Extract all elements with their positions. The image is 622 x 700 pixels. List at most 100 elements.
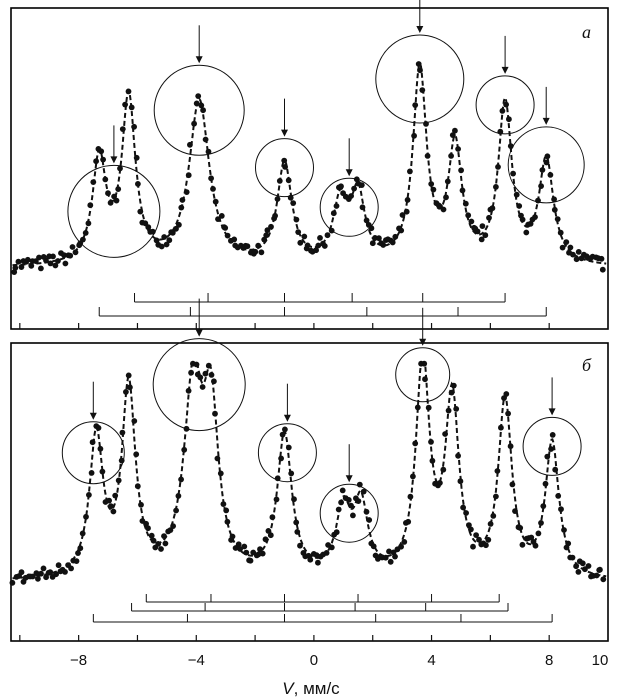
data-point xyxy=(476,536,482,543)
data-point xyxy=(458,167,464,174)
data-point xyxy=(544,153,551,160)
data-point xyxy=(166,237,173,244)
data-point xyxy=(532,214,538,221)
data-point xyxy=(278,455,284,462)
data-point xyxy=(131,123,138,130)
data-point xyxy=(137,208,144,215)
data-point xyxy=(338,499,344,506)
data-point xyxy=(108,503,114,510)
data-point xyxy=(265,528,272,534)
highlight-circle xyxy=(255,138,314,198)
data-point xyxy=(350,512,356,519)
data-point xyxy=(191,120,198,127)
data-point xyxy=(235,541,242,548)
data-point xyxy=(428,439,434,445)
data-point xyxy=(448,389,455,396)
data-point xyxy=(193,361,200,368)
data-point xyxy=(107,199,114,206)
data-point xyxy=(544,453,551,460)
data-point xyxy=(15,258,22,265)
data-point xyxy=(69,244,76,250)
data-point xyxy=(463,510,469,516)
data-point xyxy=(259,550,266,557)
data-point xyxy=(369,240,376,247)
data-point xyxy=(112,492,119,499)
data-point xyxy=(450,382,457,389)
data-point xyxy=(538,183,544,190)
data-point xyxy=(355,498,362,504)
data-point xyxy=(161,533,167,539)
data-point xyxy=(575,569,582,575)
data-point xyxy=(113,197,120,204)
data-point xyxy=(150,537,157,544)
x-tick-label: 0 xyxy=(310,652,318,669)
data-point xyxy=(224,232,231,239)
data-point xyxy=(404,197,411,203)
data-point xyxy=(40,565,47,572)
data-point xyxy=(351,185,357,192)
data-point xyxy=(561,527,567,533)
data-point xyxy=(12,265,19,271)
data-point xyxy=(173,225,179,232)
data-point xyxy=(28,262,35,269)
data-point xyxy=(301,233,308,240)
data-point xyxy=(569,554,576,561)
data-point xyxy=(218,213,225,219)
arrow-head xyxy=(195,329,203,337)
data-point xyxy=(543,159,550,166)
data-point xyxy=(437,480,443,486)
data-point xyxy=(405,518,412,525)
data-point xyxy=(315,242,322,249)
data-point xyxy=(257,546,263,553)
data-point xyxy=(77,545,84,552)
data-point xyxy=(459,187,466,194)
data-point xyxy=(333,203,340,209)
data-point xyxy=(509,481,516,488)
arrow-head xyxy=(501,66,509,74)
data-point xyxy=(412,102,419,108)
data-point xyxy=(282,426,288,433)
data-point xyxy=(499,108,506,114)
data-point xyxy=(460,504,466,511)
data-point xyxy=(68,565,74,572)
data-point xyxy=(264,227,271,234)
data-point xyxy=(495,164,501,170)
data-point xyxy=(285,177,292,184)
data-point xyxy=(333,529,340,536)
data-point xyxy=(38,265,44,272)
data-point xyxy=(597,566,603,573)
data-point xyxy=(321,243,328,249)
data-point xyxy=(507,443,514,450)
data-point xyxy=(293,216,300,223)
data-point xyxy=(359,204,366,211)
data-point xyxy=(498,424,504,431)
x-axis-unit: , мм/с xyxy=(294,679,341,698)
data-point xyxy=(43,257,49,264)
data-point xyxy=(102,176,109,183)
highlight-circle xyxy=(319,177,379,237)
data-point xyxy=(255,551,262,558)
data-point xyxy=(158,546,164,552)
data-point xyxy=(231,236,238,243)
panel-a-frame xyxy=(10,7,609,330)
data-point xyxy=(161,234,168,240)
x-axis-label: V, мм/с xyxy=(282,679,340,698)
data-point xyxy=(494,468,501,474)
data-point xyxy=(570,251,576,258)
data-point xyxy=(368,225,375,232)
data-point xyxy=(462,200,469,207)
data-point xyxy=(455,146,461,152)
data-point xyxy=(272,212,278,219)
data-point xyxy=(417,67,423,74)
data-point xyxy=(217,470,224,477)
data-point xyxy=(539,167,546,173)
data-point xyxy=(389,239,396,246)
data-point xyxy=(98,148,105,155)
highlight-circle xyxy=(375,34,465,124)
data-point xyxy=(317,235,323,241)
data-point xyxy=(430,186,437,193)
data-point xyxy=(548,446,554,452)
data-point xyxy=(281,157,288,164)
data-point xyxy=(293,519,300,526)
data-point xyxy=(211,378,217,385)
